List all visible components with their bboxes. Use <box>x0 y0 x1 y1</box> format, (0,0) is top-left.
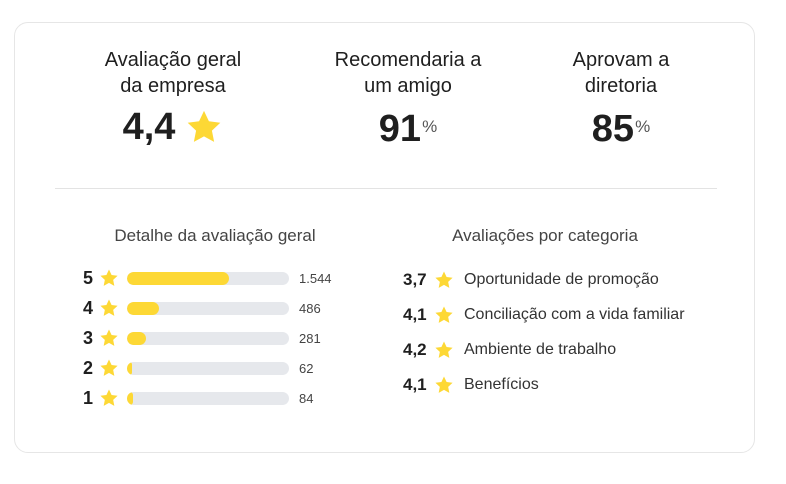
approve-unit: % <box>635 117 651 136</box>
star-level: 5 <box>83 267 94 288</box>
category-rating-value: 4,2 <box>403 340 427 359</box>
category-rating-value: 4,1 <box>403 375 427 394</box>
rating-bar-fill <box>127 361 132 375</box>
overall-rating-value-wrap: 4,4 <box>123 105 224 149</box>
rating-bar-fill <box>127 271 230 285</box>
star-level: 1 <box>83 387 94 408</box>
rating-count: 1.544 <box>299 270 332 286</box>
star-icon <box>100 269 118 286</box>
overall-rating-value: 4,4 <box>122 106 176 148</box>
rating-bar-fill <box>127 331 147 345</box>
recommend-value-wrap: 91% <box>379 105 437 153</box>
rating-bar-fill <box>127 301 160 315</box>
category-label: Ambiente de trabalho <box>464 341 617 358</box>
approve-value: 85 <box>591 108 635 150</box>
breakdown-title: Detalhe da avaliação geral <box>114 226 316 245</box>
star-icon <box>100 359 118 376</box>
rating-count: 62 <box>299 360 314 376</box>
star-icon <box>435 271 453 288</box>
rating-bar-track <box>127 301 289 315</box>
approve-value-wrap: 85% <box>592 105 650 153</box>
ratings-card: Avaliação geral da empresa 4,4 Recomenda… <box>14 22 755 453</box>
category-label: Oportunidade de promoção <box>464 271 659 288</box>
rating-bar-row: 3 281 <box>83 326 321 350</box>
divider <box>55 188 717 189</box>
rating-bar-row: 1 84 <box>83 386 313 410</box>
star-level: 3 <box>83 327 94 348</box>
rating-count: 281 <box>299 330 321 346</box>
star-icon <box>100 389 118 406</box>
rating-bar-track <box>127 271 289 285</box>
star-level: 4 <box>83 297 94 318</box>
rating-bar-track <box>127 391 289 405</box>
overall-rating-label: Avaliação geral da empresa <box>104 49 242 97</box>
rating-count: 486 <box>299 300 321 316</box>
category-rating-row: 4,1 Conciliação com a vida familiar <box>403 302 685 328</box>
star-icon <box>100 329 118 346</box>
overall-rating-metric: Avaliação geral da empresa 4,4 <box>63 47 283 149</box>
star-icon <box>100 299 118 316</box>
category-label: Conciliação com a vida familiar <box>464 306 685 323</box>
rating-count: 84 <box>299 390 314 406</box>
recommend-metric: Recomendaria a um amigo 91% <box>298 47 518 153</box>
star-level: 2 <box>83 357 94 378</box>
approve-metric: Aprovam a diretoria 85% <box>511 47 731 153</box>
star-icon <box>435 341 453 358</box>
recommend-unit: % <box>422 117 438 136</box>
rating-bar-row: 5 1.544 <box>83 266 332 290</box>
rating-bar-track <box>127 331 289 345</box>
categories-title: Avaliações por categoria <box>452 226 638 245</box>
category-rating-row: 4,1 Benefícios <box>403 372 539 398</box>
approve-label: Aprovam a diretoria <box>572 49 670 97</box>
rating-bar-track <box>127 361 289 375</box>
category-rating-value: 4,1 <box>403 305 427 324</box>
rating-bar-row: 4 486 <box>83 296 321 320</box>
star-icon <box>435 306 453 323</box>
star-icon <box>188 110 221 142</box>
category-rating-row: 4,2 Ambiente de trabalho <box>403 337 616 363</box>
rating-bar-fill <box>127 391 133 405</box>
recommend-label: Recomendaria a um amigo <box>334 49 482 97</box>
rating-bar-row: 2 62 <box>83 356 313 380</box>
category-label: Benefícios <box>464 376 539 393</box>
category-rating-value: 3,7 <box>403 270 427 289</box>
category-rating-row: 3,7 Oportunidade de promoção <box>403 267 659 293</box>
recommend-value: 91 <box>378 108 422 150</box>
star-icon <box>435 376 453 393</box>
